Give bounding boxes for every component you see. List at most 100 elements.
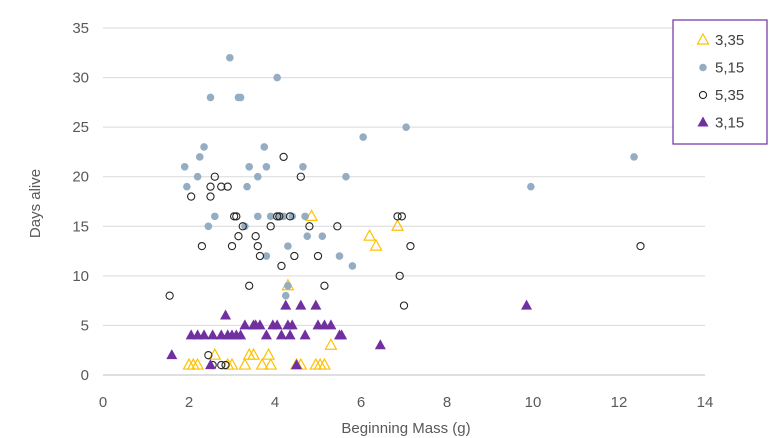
data-point [251, 232, 260, 241]
series-3-35 [182, 209, 405, 370]
data-point [226, 53, 234, 62]
y-tick-label: 35 [72, 20, 89, 37]
legend-marker [696, 32, 710, 45]
data-point [325, 319, 337, 330]
data-point [284, 281, 292, 290]
data-point [271, 319, 283, 330]
data-point [286, 319, 298, 330]
series-3-15 [166, 299, 533, 370]
data-point [245, 163, 253, 171]
data-point [217, 360, 226, 370]
data-point [279, 152, 288, 162]
data-point [527, 182, 535, 191]
legend-marker [698, 90, 708, 100]
data-point [195, 153, 204, 161]
data-point [290, 251, 299, 261]
data-point [243, 182, 251, 191]
data-point [318, 232, 327, 240]
data-point [359, 133, 367, 141]
data-point [239, 319, 251, 330]
data-point [285, 212, 295, 221]
x-axis-title: Beginning Mass (g) [341, 420, 470, 437]
data-point [253, 212, 262, 221]
data-point [305, 222, 314, 231]
data-point [266, 212, 275, 221]
data-point [183, 182, 191, 191]
data-point [397, 212, 406, 221]
data-point [273, 73, 281, 82]
x-tick-label: 14 [697, 394, 714, 411]
data-point [207, 329, 219, 340]
data-point [180, 163, 189, 171]
series-5-35 [165, 152, 645, 370]
data-point [391, 219, 405, 231]
data-point [310, 299, 322, 310]
data-point [275, 212, 284, 221]
data-point [335, 252, 344, 260]
data-point [166, 349, 178, 360]
data-point [223, 182, 232, 191]
data-point [288, 212, 297, 221]
data-point [193, 172, 202, 181]
x-tick-label: 8 [443, 394, 451, 411]
data-point [369, 238, 383, 251]
data-point [200, 143, 208, 151]
data-point [205, 359, 216, 370]
data-point [296, 172, 305, 181]
data-point [204, 222, 213, 231]
legend-label: 5,15 [715, 60, 744, 77]
x-tick-label: 0 [99, 394, 107, 411]
y-axis-title: Days alive [27, 169, 44, 238]
data-point [399, 301, 409, 310]
data-point [204, 351, 213, 360]
data-point [238, 222, 247, 231]
data-point [211, 212, 219, 221]
data-point [291, 359, 302, 370]
data-point [336, 329, 348, 340]
data-point [317, 357, 331, 370]
gridlines [103, 27, 705, 326]
x-tick-label: 10 [525, 394, 542, 411]
data-point [217, 182, 226, 191]
data-point [206, 182, 215, 191]
data-point [393, 212, 402, 221]
legend-label: 3,35 [715, 32, 744, 49]
x-tick-label: 6 [357, 394, 365, 411]
data-point [262, 347, 276, 360]
data-point [406, 241, 415, 251]
y-tick-label: 25 [72, 119, 89, 136]
data-point [254, 319, 266, 330]
legend: 3,35 5,15 5,35 3,15 [672, 19, 768, 145]
data-point [206, 93, 215, 102]
data-point [521, 299, 533, 310]
data-point [264, 357, 278, 370]
series-5-15 [180, 53, 638, 300]
data-point [284, 242, 292, 250]
data-point [305, 209, 319, 221]
data-point [299, 163, 307, 171]
legend-marker [699, 63, 707, 72]
y-tick-label: 20 [72, 169, 89, 186]
data-point [253, 241, 262, 251]
data-point [186, 192, 196, 201]
data-point [227, 241, 237, 251]
data-point [402, 123, 410, 131]
data-point [279, 212, 288, 221]
data-point [246, 347, 261, 360]
data-point [303, 232, 312, 240]
data-point [281, 291, 290, 300]
data-point [348, 262, 357, 270]
data-point [236, 93, 245, 102]
x-tick-label: 4 [271, 394, 279, 411]
y-tick-label: 0 [81, 367, 89, 384]
data-point [301, 212, 309, 221]
data-point [260, 143, 269, 151]
legend-label: 5,35 [715, 87, 744, 104]
y-tick-label: 5 [81, 317, 89, 334]
legend-marker [697, 116, 709, 127]
data-point [206, 192, 215, 201]
data-point [241, 222, 249, 231]
data-point [238, 357, 252, 370]
y-tick-label: 30 [72, 70, 89, 87]
data-point [229, 212, 239, 221]
